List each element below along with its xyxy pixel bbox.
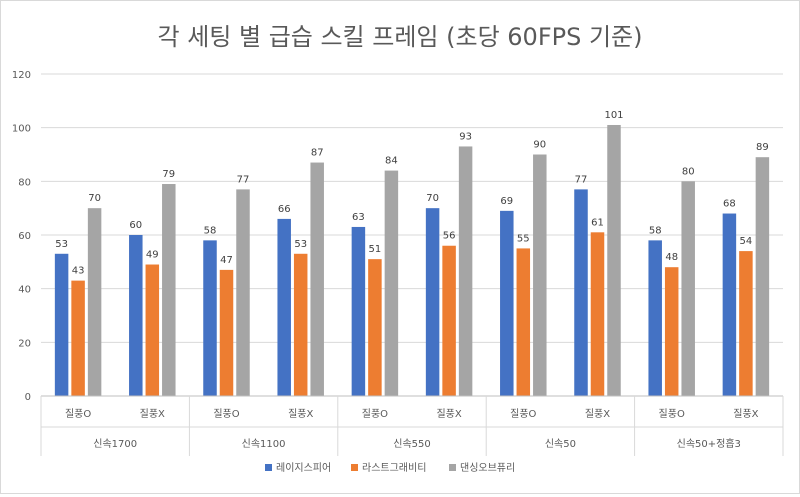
x-tick-label: 질풍O	[362, 408, 388, 420]
data-label: 87	[311, 148, 324, 159]
bar	[739, 251, 753, 396]
bar	[722, 213, 737, 396]
bar	[129, 235, 143, 396]
data-label: 63	[352, 212, 365, 223]
data-label: 60	[129, 220, 142, 231]
legend-label: 레이지스피어	[276, 462, 331, 474]
data-label: 56	[443, 231, 456, 242]
data-label: 49	[146, 250, 159, 261]
x-axis: 질풍O 질풍X 질풍O 질풍X 질풍O 질풍X 질풍O 질풍X 질풍O 질풍X 신속1700 신속11…	[40, 395, 784, 456]
y-tick-label: 100	[12, 124, 31, 135]
x-tick-label: 질풍X	[585, 408, 610, 420]
bar	[236, 189, 250, 396]
y-tick-label: 0	[25, 392, 31, 403]
x-tick-label: 질풍O	[659, 408, 685, 420]
y-tick-label: 80	[18, 177, 31, 188]
x-tick-label: 질풍X	[436, 408, 461, 420]
x-group-label: 신속1700	[93, 438, 137, 450]
data-label: 66	[278, 204, 291, 215]
x-group-label: 신속50	[545, 438, 576, 450]
data-label: 61	[591, 217, 604, 228]
data-label: 68	[723, 199, 736, 210]
bar	[664, 267, 679, 396]
bar	[71, 280, 85, 396]
data-label: 54	[740, 236, 753, 247]
bar	[145, 264, 160, 396]
bar	[590, 232, 605, 396]
x-group-label: 신속50+정흡3	[677, 437, 741, 450]
bar	[574, 189, 588, 396]
y-tick-label: 40	[18, 285, 31, 296]
y-tick-label: 60	[18, 231, 31, 242]
x-tick-label: 질풍O	[65, 408, 91, 420]
data-label: 77	[575, 174, 588, 185]
data-label: 70	[426, 193, 439, 204]
bar	[516, 248, 531, 396]
bar	[458, 146, 473, 396]
bar	[310, 162, 324, 396]
data-label: 43	[72, 266, 85, 277]
data-label: 70	[88, 193, 101, 204]
data-label: 51	[369, 244, 382, 255]
bar	[607, 124, 621, 396]
x-tick-label: 질풍O	[213, 408, 239, 420]
bars	[54, 124, 770, 396]
data-label: 79	[162, 169, 175, 180]
bar	[533, 154, 547, 396]
bar	[648, 240, 662, 396]
data-label: 93	[459, 131, 472, 142]
bar	[681, 181, 695, 396]
bar	[755, 157, 770, 396]
data-label: 58	[204, 225, 217, 236]
x-tick-label: 질풍X	[288, 408, 313, 420]
legend-label: 라스트그래비티	[362, 462, 426, 474]
bar	[87, 208, 102, 396]
x-tick-label: 질풍X	[140, 408, 165, 420]
x-group-label: 신속1100	[242, 438, 286, 450]
bar	[293, 253, 308, 396]
x-tick-label: 질풍X	[733, 408, 758, 420]
data-label: 84	[385, 156, 398, 167]
y-tick-label: 20	[18, 338, 31, 349]
data-label: 89	[756, 142, 769, 153]
bar	[219, 269, 234, 396]
data-label: 48	[665, 252, 678, 263]
y-axis-ticks: 0 20 40 60 80 100 120	[12, 70, 31, 403]
x-tick-label: 질풍O	[510, 408, 536, 420]
data-label: 53	[294, 239, 307, 250]
data-label: 47	[220, 255, 233, 266]
data-label: 77	[237, 174, 250, 185]
data-label: 80	[682, 166, 695, 177]
data-labels: 53 60 58 66 63 70 69 77 58 68 43 49 47 53 51 56 55 61 48 54…	[55, 110, 769, 277]
bar	[203, 240, 217, 396]
legend-label: 댄싱오브퓨리	[460, 462, 515, 474]
bar	[500, 210, 514, 396]
data-label: 58	[649, 225, 662, 236]
chart-title: 각 세팅 별 급습 스킬 프레임 (초당 60FPS 기준)	[157, 23, 642, 51]
legend-swatch	[449, 464, 456, 471]
data-label: 55	[517, 233, 530, 244]
bar	[277, 218, 291, 396]
legend-swatch	[351, 464, 358, 471]
data-label: 53	[55, 239, 68, 250]
bar	[351, 226, 366, 396]
bar	[162, 184, 176, 396]
y-tick-label: 120	[12, 70, 31, 81]
data-label: 101	[604, 110, 623, 121]
data-label: 90	[533, 140, 546, 151]
bar	[368, 259, 382, 396]
x-group-label: 신속550	[393, 438, 431, 450]
data-label: 69	[500, 196, 513, 207]
legend-swatch	[265, 464, 272, 471]
bar	[442, 245, 456, 396]
legend: 레이지스피어 라스트그래비티 댄싱오브퓨리	[265, 462, 515, 474]
bar	[54, 253, 69, 396]
bar	[425, 208, 440, 396]
bar	[384, 170, 399, 396]
